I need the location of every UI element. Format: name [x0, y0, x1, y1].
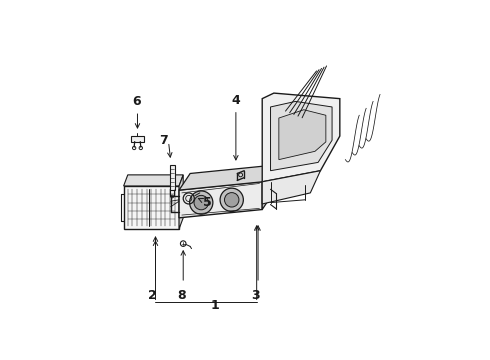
Text: 7: 7 — [159, 134, 168, 147]
Circle shape — [220, 188, 244, 211]
Text: 2: 2 — [148, 288, 157, 302]
Polygon shape — [170, 165, 174, 190]
Polygon shape — [123, 175, 183, 186]
Polygon shape — [270, 102, 332, 171]
Polygon shape — [262, 165, 273, 210]
Polygon shape — [179, 175, 183, 229]
Polygon shape — [179, 182, 262, 218]
Text: 4: 4 — [231, 94, 240, 107]
Text: 3: 3 — [251, 288, 260, 302]
Circle shape — [190, 191, 213, 214]
Text: 8: 8 — [177, 288, 186, 302]
Polygon shape — [123, 186, 179, 229]
Polygon shape — [279, 110, 326, 159]
Text: 6: 6 — [132, 95, 141, 108]
Polygon shape — [262, 171, 320, 204]
Text: 5: 5 — [203, 196, 211, 209]
Polygon shape — [131, 136, 144, 141]
Polygon shape — [179, 165, 273, 190]
Polygon shape — [262, 93, 340, 182]
Circle shape — [224, 193, 239, 207]
Circle shape — [194, 195, 208, 210]
Text: 1: 1 — [211, 299, 220, 312]
